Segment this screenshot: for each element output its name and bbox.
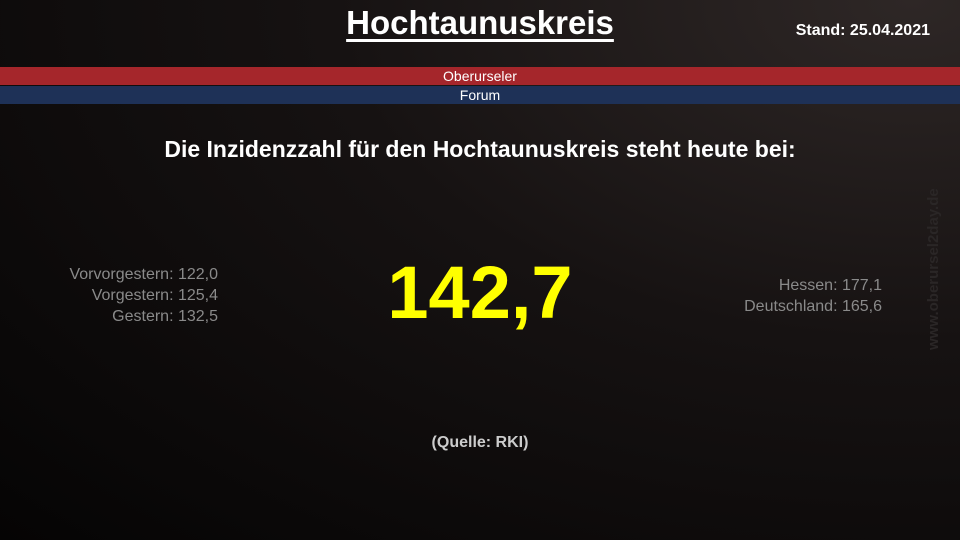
page-title: Hochtaunuskreis <box>0 4 960 42</box>
value-vorvorgestern: Vorvorgestern: 122,0 <box>69 266 218 283</box>
banner-forum: Forum <box>0 86 960 104</box>
value-gestern: Gestern: 132,5 <box>112 308 218 325</box>
value-vorgestern: Vorgestern: 125,4 <box>91 287 218 304</box>
incidence-value: 142,7 <box>387 251 573 334</box>
comparison-values: Hessen: 177,1 Deutschland: 165,6 <box>600 275 882 317</box>
date-stamp: Stand: 25.04.2021 <box>795 22 930 39</box>
value-hessen: Hessen: 177,1 <box>778 277 882 294</box>
source-note: (Quelle: RKI) <box>431 434 529 451</box>
previous-values: Vorvorgestern: 122,0 Vorgestern: 125,4 G… <box>69 264 218 327</box>
headline: Die Inzidenzzahl für den Hochtaunuskreis… <box>164 136 796 162</box>
watermark: www.oberursel2day.de <box>925 188 942 350</box>
title-text: Hochtaunuskreis <box>346 4 614 41</box>
value-deutschland: Deutschland: 165,6 <box>744 298 882 315</box>
banner-oberurseler: Oberurseler <box>0 67 960 85</box>
